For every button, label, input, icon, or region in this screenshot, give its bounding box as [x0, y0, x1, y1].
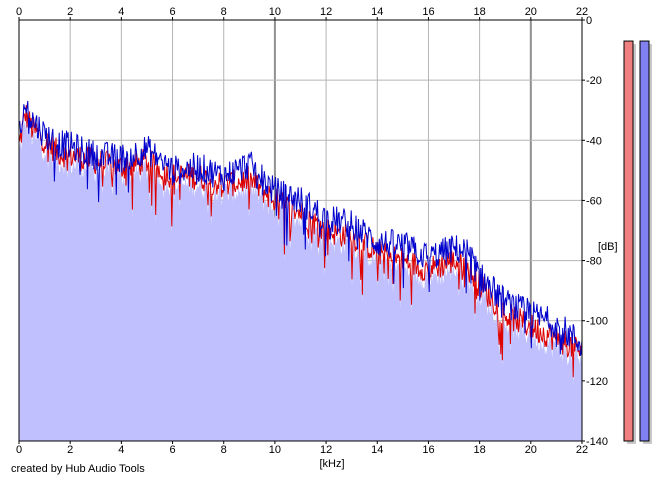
- y-tick-label: -40: [586, 135, 602, 147]
- series-line-blue: [18, 100, 583, 356]
- x-tick-label-top: 4: [118, 6, 124, 18]
- x-tick-label-bottom: 16: [422, 444, 434, 456]
- level-meter-left: [623, 40, 634, 442]
- x-axis-label: [kHz]: [319, 458, 344, 470]
- x-tick-label-bottom: 22: [576, 444, 588, 456]
- x-tick-label-top: 6: [169, 6, 175, 18]
- x-tick-label-top: 0: [16, 6, 22, 18]
- credit-text: created by Hub Audio Tools: [11, 463, 145, 475]
- x-tick-label-bottom: 4: [118, 444, 124, 456]
- x-tick-label-bottom: 6: [169, 444, 175, 456]
- x-tick-label-top: 2: [67, 6, 73, 18]
- x-tick-label-top: 8: [221, 6, 227, 18]
- y-tick-label: -80: [586, 256, 602, 268]
- y-tick-label: -100: [586, 316, 608, 328]
- x-tick-label-bottom: 10: [269, 444, 281, 456]
- x-tick-label-bottom: 18: [474, 444, 486, 456]
- x-tick-label-bottom: 12: [320, 444, 332, 456]
- x-tick-label-top: 12: [320, 6, 332, 18]
- x-tick-label-bottom: 20: [525, 444, 537, 456]
- x-tick-label-top: 20: [525, 6, 537, 18]
- series-line-red: [18, 105, 583, 378]
- x-tick-label-bottom: 0: [16, 444, 22, 456]
- level-meter-right: [639, 40, 650, 442]
- x-tick-label-top: 10: [269, 6, 281, 18]
- y-tick-label: 0: [586, 15, 592, 27]
- x-tick-label-top: 18: [474, 6, 486, 18]
- x-tick-label-top: 14: [371, 6, 383, 18]
- x-tick-label-bottom: 14: [371, 444, 383, 456]
- y-tick-label: -20: [586, 75, 602, 87]
- plot-frame: [18, 19, 583, 442]
- y-axis-label: [dB]: [598, 241, 618, 253]
- y-tick-label: -60: [586, 195, 602, 207]
- x-tick-label-bottom: 8: [221, 444, 227, 456]
- x-tick-label-bottom: 2: [67, 444, 73, 456]
- y-tick-label: -120: [586, 376, 608, 388]
- spectrum-fill-area: [19, 113, 582, 441]
- y-tick-label: -140: [586, 436, 608, 448]
- x-tick-label-top: 16: [422, 6, 434, 18]
- x-tick-label-top: 22: [576, 6, 588, 18]
